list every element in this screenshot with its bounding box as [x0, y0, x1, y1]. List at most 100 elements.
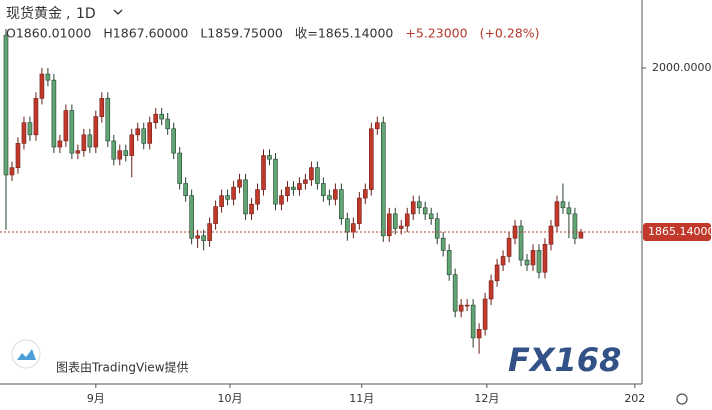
- candle-body: [51, 79, 57, 148]
- candle-body: [261, 155, 266, 190]
- candle-body: [398, 225, 404, 229]
- candle-body: [69, 110, 75, 154]
- candle-body: [572, 213, 578, 239]
- candle-body: [273, 158, 278, 205]
- candle-body: [183, 183, 188, 196]
- candle-body: [542, 243, 548, 273]
- candle-body: [464, 304, 470, 307]
- candle-body: [548, 225, 554, 245]
- settings-icon[interactable]: [676, 393, 688, 405]
- candle-body: [321, 183, 326, 196]
- candle-body: [105, 98, 111, 142]
- candle-body: [303, 179, 308, 184]
- candle-body: [63, 110, 69, 142]
- candle-body: [470, 304, 476, 339]
- quote-value: +5.23000: [405, 26, 467, 41]
- candle-body: [201, 235, 206, 241]
- candle-body: [500, 256, 506, 266]
- tv-logo-icon: [17, 349, 36, 360]
- interval: 1D: [76, 6, 96, 22]
- candle-body: [524, 259, 530, 266]
- quote-value: (+0.28%): [480, 26, 540, 41]
- candle-body: [81, 134, 87, 151]
- candle-body: [99, 98, 105, 117]
- candle-body: [327, 195, 332, 200]
- candle-body: [219, 195, 224, 207]
- candle-body: [117, 150, 123, 160]
- candle-body: [213, 206, 218, 224]
- x-tick-label: 202: [624, 392, 645, 405]
- candle-body: [15, 143, 21, 168]
- candle-body: [506, 237, 512, 257]
- candle-body: [147, 122, 153, 144]
- candle-body: [518, 225, 524, 261]
- candle-body: [57, 140, 63, 148]
- candle-body: [141, 128, 147, 144]
- x-tick-label: 11月: [349, 392, 374, 405]
- separator: ,: [66, 6, 70, 22]
- candle-body: [554, 201, 560, 227]
- candle-body: [494, 264, 500, 282]
- watermark: FX168: [508, 341, 621, 379]
- candle-body: [530, 250, 536, 266]
- candle-body: [153, 113, 159, 123]
- candle-body: [345, 218, 350, 233]
- candle-body: [87, 134, 93, 148]
- candle-body: [339, 189, 344, 220]
- quote-row: O1860.01000 H1867.60000 L1859.75000 收=1865.…: [6, 26, 540, 41]
- candle-body: [237, 179, 242, 188]
- y-tick-label: 2000.00000: [652, 61, 712, 74]
- candle-body: [177, 152, 182, 184]
- candle-body: [458, 304, 464, 312]
- candle-body: [476, 329, 482, 339]
- candle-body: [39, 73, 45, 99]
- candle-body: [231, 186, 236, 200]
- symbol: 现货黄金: [6, 5, 62, 22]
- quote-value: L1859.75000: [200, 26, 283, 41]
- candle-body: [93, 116, 99, 148]
- attribution[interactable]: 图表由TradingView提供: [56, 360, 189, 375]
- candle-body: [279, 195, 284, 205]
- candle-body: [404, 213, 410, 227]
- candle-body: [171, 128, 176, 154]
- candle-body: [434, 218, 440, 239]
- candle-body: [566, 207, 572, 215]
- candle-body: [422, 207, 428, 215]
- dropdown-icon[interactable]: [113, 9, 123, 15]
- candle-body: [309, 167, 314, 181]
- candle-body: [159, 113, 164, 120]
- candle-body: [9, 167, 15, 176]
- candle-body: [195, 235, 200, 239]
- candle-body: [357, 197, 362, 224]
- candle-body: [536, 250, 542, 273]
- candle-body: [416, 201, 422, 209]
- candle-body: [249, 203, 254, 215]
- candle-body: [255, 189, 260, 205]
- candle-body: [446, 250, 452, 275]
- candle-body: [243, 179, 248, 215]
- candle-body: [482, 298, 488, 330]
- candle-body: [363, 189, 368, 199]
- candle-body: [189, 195, 194, 239]
- plot: [3, 29, 584, 354]
- candle-body: [560, 201, 566, 209]
- candle-body: [45, 73, 51, 81]
- candle-body: [21, 122, 27, 144]
- candle-body: [285, 186, 290, 196]
- candle-body: [135, 128, 141, 136]
- last-price-box: [643, 222, 711, 241]
- candle-body: [578, 231, 584, 239]
- x-tick-label: 10月: [217, 392, 242, 405]
- tv-logo[interactable]: [11, 339, 41, 369]
- quote-value: O1860.01000: [6, 26, 91, 41]
- candle-body: [129, 134, 135, 156]
- candle-body: [33, 98, 39, 136]
- candle-body: [315, 167, 320, 184]
- candle-body: [452, 274, 458, 312]
- candle-body: [380, 122, 386, 237]
- x-tick-label: 9月: [87, 392, 105, 405]
- candle-body: [225, 195, 230, 200]
- x-tick-label: 12月: [474, 392, 499, 405]
